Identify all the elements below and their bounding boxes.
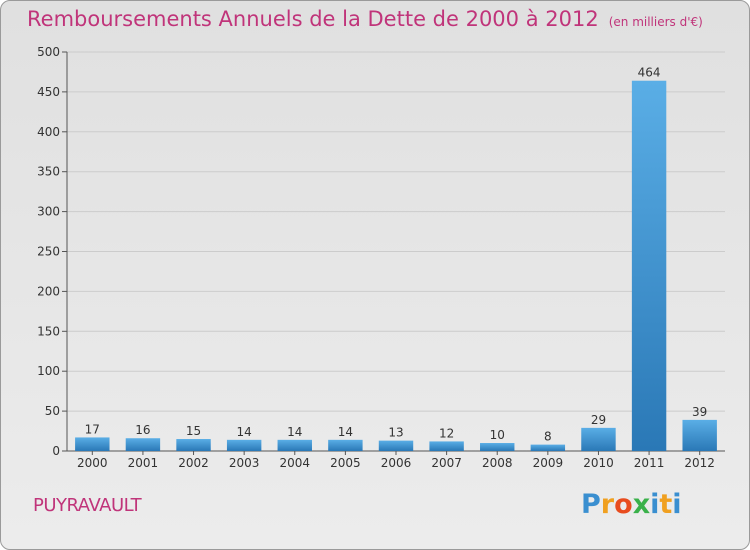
y-tick-label: 0 <box>52 444 60 458</box>
x-tick-label-2012: 2012 <box>684 456 715 470</box>
x-tick-label-2005: 2005 <box>330 456 361 470</box>
data-label-2009: 8 <box>544 430 552 444</box>
bar-2005 <box>328 439 363 451</box>
bar-2007 <box>429 441 464 451</box>
bar-2010 <box>581 427 616 451</box>
bar-2009 <box>530 444 566 451</box>
bar-2003 <box>226 439 262 451</box>
y-tick-label: 350 <box>37 165 60 179</box>
x-tick-label-2010: 2010 <box>583 456 614 470</box>
x-tick-label-2011: 2011 <box>634 456 665 470</box>
bar-2011 <box>631 80 667 451</box>
title-text: Remboursements Annuels de la Dette de 20… <box>27 7 599 31</box>
data-label-2008: 10 <box>490 428 505 442</box>
y-tick-label: 250 <box>37 245 60 259</box>
x-tick-label-2002: 2002 <box>178 456 209 470</box>
data-label-2007: 12 <box>439 426 454 440</box>
data-label-2006: 13 <box>388 426 403 440</box>
unit-label: (en milliers d'€) <box>608 15 703 29</box>
x-tick-label-2004: 2004 <box>279 456 310 470</box>
bar-2012 <box>682 419 717 451</box>
data-label-2011: 464 <box>638 66 661 80</box>
y-tick-label: 100 <box>37 364 60 378</box>
bar-2004 <box>277 439 312 451</box>
data-label-2001: 16 <box>135 423 150 437</box>
y-tick-label: 150 <box>37 324 60 338</box>
data-label-2002: 15 <box>186 424 201 438</box>
x-tick-label-2006: 2006 <box>381 456 412 470</box>
data-label-2003: 14 <box>237 425 252 439</box>
data-label-2012: 39 <box>692 405 707 419</box>
y-tick-label: 400 <box>37 125 60 139</box>
bar-2008 <box>480 443 515 451</box>
x-tick-label-2008: 2008 <box>482 456 513 470</box>
bar-2002 <box>176 439 211 451</box>
data-label-2005: 14 <box>338 425 353 439</box>
x-tick-label-2007: 2007 <box>431 456 462 470</box>
x-tick-label-2009: 2009 <box>533 456 564 470</box>
data-label-2004: 14 <box>287 425 302 439</box>
x-tick-label-2000: 2000 <box>77 456 108 470</box>
y-tick-label: 200 <box>37 284 60 298</box>
y-tick-label: 500 <box>37 45 60 59</box>
data-label-2010: 29 <box>591 413 606 427</box>
bar-2000 <box>75 437 110 451</box>
place-name: PUYRAVAULT <box>33 495 142 516</box>
y-tick-label: 300 <box>37 205 60 219</box>
y-tick-label: 50 <box>45 404 60 418</box>
y-tick-label: 450 <box>37 85 60 99</box>
proxiti-logo: Proxiti <box>581 489 682 520</box>
x-tick-label-2001: 2001 <box>128 456 159 470</box>
x-tick-label-2003: 2003 <box>229 456 260 470</box>
data-label-2000: 17 <box>85 422 100 436</box>
chart-title: Remboursements Annuels de la Dette de 20… <box>27 7 703 31</box>
bar-2001 <box>125 438 161 451</box>
bar-2006 <box>378 440 414 451</box>
